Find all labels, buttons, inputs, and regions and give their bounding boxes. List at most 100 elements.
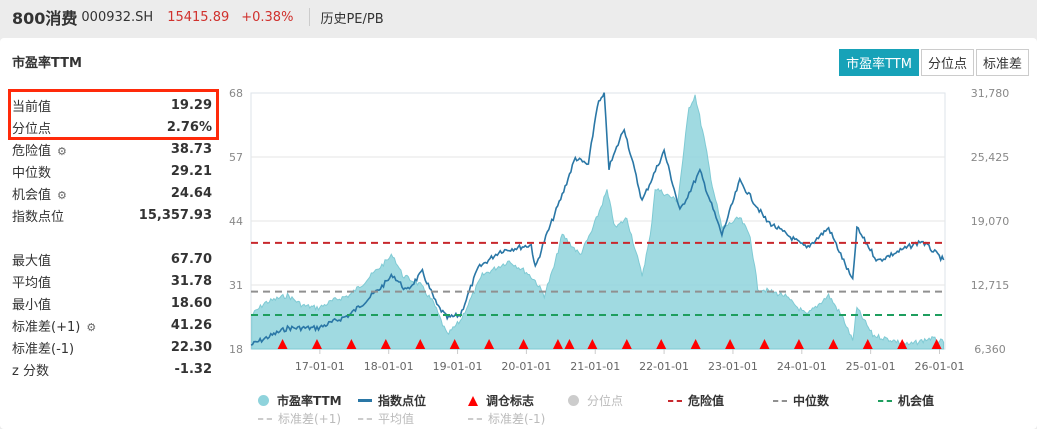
triangle-icon (468, 395, 478, 406)
legend-item[interactable]: 危险值 (668, 392, 724, 409)
dash-icon (668, 399, 682, 402)
tab-percentile[interactable]: 分位点 (920, 49, 974, 76)
rebalance-marker-icon[interactable] (518, 339, 529, 349)
rebalance-marker-icon[interactable] (793, 339, 804, 349)
rebalance-marker-icon[interactable] (380, 339, 391, 349)
stat-label: 指数点位 (12, 209, 65, 225)
legend-label: 中位数 (793, 394, 830, 408)
rebalance-marker-icon[interactable] (311, 339, 322, 349)
dash-icon (468, 417, 482, 420)
right-tick-label: 25,425 (971, 151, 1010, 164)
legend-item[interactable]: 中位数 (773, 392, 829, 409)
rebalance-marker-icon[interactable] (862, 339, 873, 349)
index-name: 800消费 (12, 9, 78, 28)
x-tick-label: 19-01-01 (433, 360, 483, 373)
stat-row: 标准差(+1) ⚙ 41.26 (12, 314, 212, 336)
stat-value: 24.64 (170, 185, 212, 201)
legend-item[interactable]: 标准差(+1) (258, 410, 341, 427)
gear-icon[interactable]: ⚙ (57, 144, 67, 158)
left-tick-label: 31 (229, 279, 243, 292)
legend-item[interactable]: 调仓标志 (468, 392, 534, 409)
legend-item[interactable]: 分位点 (568, 392, 623, 409)
legend-item[interactable]: 市盈率TTM (258, 392, 342, 409)
stat-row: 机会值 ⚙ 24.64 (12, 182, 212, 204)
legend-item[interactable]: 平均值 (358, 410, 414, 427)
rebalance-marker-icon[interactable] (725, 339, 736, 349)
rebalance-marker-icon[interactable] (656, 339, 667, 349)
gear-icon[interactable]: ⚙ (57, 188, 67, 202)
stat-value: 22.30 (170, 339, 212, 355)
divider (309, 8, 311, 26)
stat-label: 标准差(-1) (12, 341, 75, 357)
legend-label: 标准差(+1) (278, 412, 342, 426)
x-tick-label: 17-01-01 (295, 360, 345, 373)
x-tick-label: 22-01-01 (639, 360, 689, 373)
rebalance-marker-icon[interactable] (587, 339, 598, 349)
stat-value: 38.73 (170, 141, 212, 157)
left-tick-label: 44 (229, 215, 243, 228)
right-tick-label: 31,780 (971, 87, 1010, 100)
index-price: 15415.89 (167, 9, 230, 25)
dash-icon (878, 399, 892, 402)
rebalance-marker-icon[interactable] (690, 339, 701, 349)
stat-value: 15,357.93 (138, 207, 212, 223)
x-tick-label: 18-01-01 (364, 360, 414, 373)
tab-pe-ttm[interactable]: 市盈率TTM (839, 49, 919, 76)
index-code: 000932.SH (81, 9, 154, 25)
history-pe-pb-link[interactable]: 历史PE/PB (320, 11, 384, 27)
stat-label: 中位数 (12, 165, 52, 181)
stat-label: 机会值 (12, 187, 52, 203)
rebalance-marker-icon[interactable] (415, 339, 426, 349)
circle-icon (258, 395, 269, 406)
legend-label: 分位点 (587, 394, 624, 408)
stat-value: 41.26 (170, 317, 212, 333)
stat-row: 当前值 19.29 (12, 94, 212, 116)
stat-label: 标准差(+1) (12, 319, 81, 335)
stats-panel: 当前值 19.29 分位点 2.76% 危险值 ⚙ 38.73 中位数 29.21 机会值 ⚙ 24.… (12, 94, 212, 380)
index-change: +0.38% (241, 9, 294, 25)
rebalance-marker-icon[interactable] (828, 339, 839, 349)
metric-tabs: 市盈率TTM 分位点 标准差 (837, 49, 1029, 76)
gear-icon[interactable]: ⚙ (86, 320, 97, 334)
stat-label: 平均值 (12, 275, 52, 291)
legend-item[interactable]: 指数点位 (358, 392, 426, 409)
rebalance-marker-icon[interactable] (759, 339, 770, 349)
x-tick-label: 25-01-01 (846, 360, 896, 373)
legend-item[interactable]: 机会值 (878, 392, 934, 409)
highlight-box (8, 89, 219, 140)
x-tick-label: 24-01-01 (777, 360, 827, 373)
stat-value: 19.29 (170, 97, 212, 113)
stat-value: 2.76% (166, 119, 212, 135)
x-tick-label: 26-01-01 (915, 360, 965, 373)
index-line (250, 92, 945, 346)
line-icon (358, 399, 372, 402)
right-tick-label: 6,360 (974, 343, 1006, 356)
rebalance-marker-icon[interactable] (277, 339, 288, 349)
legend-label: 市盈率TTM (277, 394, 342, 408)
rebalance-marker-icon[interactable] (621, 339, 632, 349)
tab-std-dev[interactable]: 标准差 (975, 49, 1029, 76)
rebalance-marker-icon[interactable] (449, 339, 460, 349)
stat-value: 31.78 (170, 273, 212, 289)
stat-row: 中位数 29.21 (12, 160, 212, 182)
rebalance-marker-icon[interactable] (564, 339, 575, 349)
top-bar: 800消费 000932.SH 15415.89 +0.38% 历史PE/PB (0, 0, 1037, 34)
pe-area (251, 94, 945, 350)
legend-item[interactable]: 标准差(-1) (468, 410, 545, 427)
rebalance-marker-icon[interactable] (897, 339, 908, 349)
rebalance-marker-icon[interactable] (931, 339, 942, 349)
stat-value: 18.60 (170, 295, 212, 311)
stat-row: 最小值 18.60 (12, 292, 212, 314)
rebalance-marker-icon[interactable] (484, 339, 495, 349)
stat-label: z 分数 (12, 363, 49, 379)
rebalance-marker-icon[interactable] (346, 339, 357, 349)
rebalance-marker-icon[interactable] (552, 339, 563, 349)
stat-label: 最大值 (12, 253, 52, 269)
x-tick-label: 21-01-01 (570, 360, 620, 373)
stat-label: 当前值 (12, 99, 52, 115)
legend-label: 标准差(-1) (488, 412, 546, 426)
dash-icon (258, 417, 272, 420)
legend-label: 指数点位 (378, 394, 427, 408)
stat-row: 危险值 ⚙ 38.73 (12, 138, 212, 160)
